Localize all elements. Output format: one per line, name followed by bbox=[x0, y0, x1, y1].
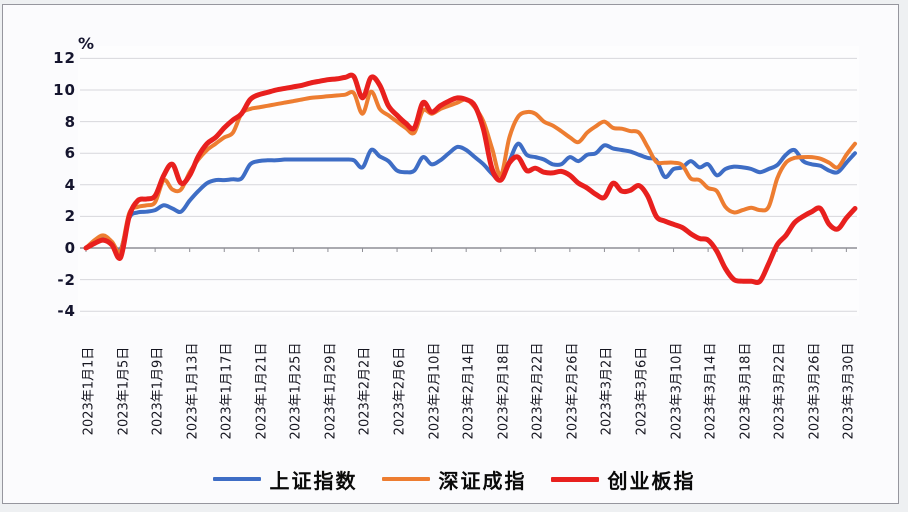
x-tick-label: 2023年2月18日 bbox=[496, 342, 512, 440]
y-tick-label: 2 bbox=[64, 207, 76, 226]
x-tick-label: 2023年1月5日 bbox=[116, 346, 132, 436]
series-line-0 bbox=[84, 141, 857, 253]
legend-swatch-red-line bbox=[550, 476, 599, 482]
y-tick-label: -4 bbox=[57, 302, 76, 321]
x-tick-label: 2023年3月10日 bbox=[669, 342, 685, 440]
x-tick-label: 2023年2月26日 bbox=[565, 342, 581, 440]
y-tick-label: -2 bbox=[57, 270, 76, 289]
legend-item-chinext: 创业板指 bbox=[550, 465, 696, 494]
x-tick-label: 2023年1月13日 bbox=[185, 342, 201, 440]
x-tick-label: 2023年1月17日 bbox=[219, 342, 235, 440]
y-tick-label: 10 bbox=[53, 81, 76, 99]
legend-label: 上证指数 bbox=[269, 468, 358, 493]
x-tick-label: 2023年1月21日 bbox=[254, 342, 270, 440]
legend: 上证指数 深证成指 创业板指 bbox=[0, 461, 908, 497]
y-tick-label: 6 bbox=[64, 144, 76, 163]
x-tick-label: 2023年2月22日 bbox=[530, 342, 546, 440]
series-line-2 bbox=[83, 72, 858, 285]
legend-label: 创业板指 bbox=[607, 468, 696, 493]
x-tick-label: 2023年1月1日 bbox=[81, 346, 97, 436]
x-tick-label: 2023年3月2日 bbox=[599, 346, 615, 436]
y-tick-label: 0 bbox=[64, 239, 76, 257]
x-tick-label: 2023年1月29日 bbox=[323, 342, 339, 440]
y-tick-label: 12 bbox=[53, 49, 76, 68]
x-tick-label: 2023年3月30日 bbox=[841, 342, 857, 440]
x-tick-label: 2023年2月10日 bbox=[427, 342, 443, 440]
x-tick-label: 2023年3月26日 bbox=[807, 342, 823, 440]
y-tick-label: 8 bbox=[64, 112, 76, 131]
x-tick-label: 2023年1月9日 bbox=[150, 346, 166, 436]
x-tick-label: 2023年3月6日 bbox=[634, 346, 650, 436]
y-tick-label: 4 bbox=[64, 175, 76, 194]
legend-label: 深证成指 bbox=[438, 468, 527, 493]
legend-swatch-blue-line bbox=[212, 477, 261, 481]
x-tick-label: 2023年2月6日 bbox=[392, 346, 408, 436]
x-tick-label: 2023年1月25日 bbox=[288, 342, 304, 440]
x-tick-label: 2023年3月14日 bbox=[703, 342, 719, 440]
x-tick-label: 2023年2月14日 bbox=[461, 342, 477, 440]
legend-item-shenzhen: 深证成指 bbox=[381, 465, 527, 494]
x-tick-label: 2023年3月22日 bbox=[772, 342, 788, 440]
x-tick-label: 2023年3月18日 bbox=[738, 342, 754, 440]
legend-item-shanghai: 上证指数 bbox=[212, 465, 358, 494]
legend-swatch-orange-line bbox=[381, 477, 430, 481]
y-axis-unit-label: % bbox=[78, 34, 95, 53]
plot-area bbox=[78, 46, 859, 316]
x-tick-label: 2023年2月2日 bbox=[357, 346, 373, 436]
